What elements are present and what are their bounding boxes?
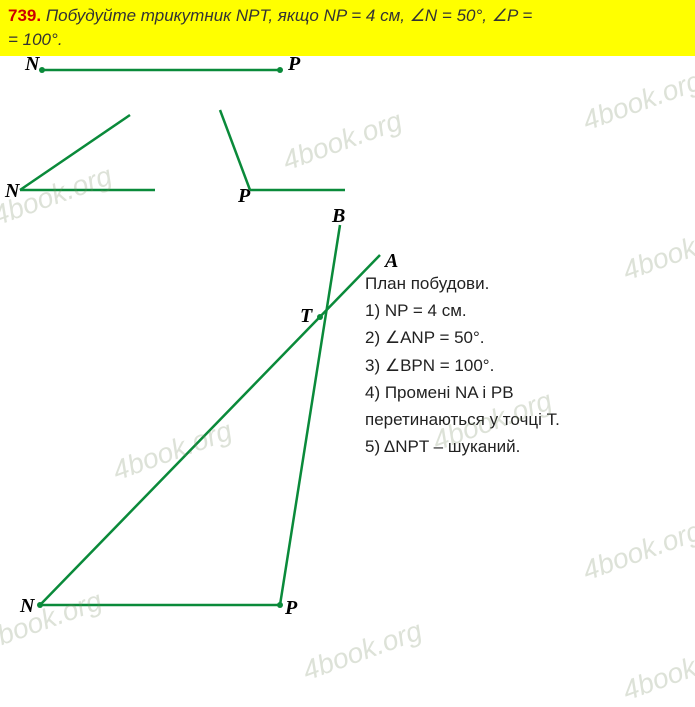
problem-header: 739. Побудуйте трикутник NPT, якщо NP = … [0, 0, 695, 56]
plan-step2: 2) ∠ANP = 50°. [365, 324, 560, 351]
plan-text: План побудови. 1) NP = 4 см. 2) ∠ANP = 5… [365, 270, 560, 460]
angle-p-ray1 [220, 110, 250, 190]
plan-step1: 1) NP = 4 см. [365, 297, 560, 324]
label-n3: N [20, 595, 34, 618]
plan-step3: 3) ∠BPN = 100°. [365, 352, 560, 379]
problem-number: 739. [8, 6, 41, 25]
watermark: 4book.org [618, 635, 695, 707]
point-n-main [37, 602, 43, 608]
plan-step4a: 4) Промені NA і PB [365, 379, 560, 406]
problem-text-2: = 100°. [8, 30, 63, 49]
label-b: B [332, 205, 345, 228]
line-na [40, 255, 380, 605]
diagram-area: N P N P B A T N P План побудови. 1) NP =… [0, 55, 695, 638]
point-n1 [39, 67, 45, 73]
problem-text-1: Побудуйте трикутник NPT, якщо NP = 4 см,… [41, 6, 532, 25]
angle-n-ray1 [20, 115, 130, 190]
label-p1: P [288, 53, 300, 76]
point-p-main [277, 602, 283, 608]
geometry-svg [0, 55, 695, 638]
plan-step5: 5) ΔNPT – шуканий. [365, 433, 560, 460]
label-p3: P [285, 597, 297, 620]
line-pb [280, 225, 340, 605]
label-p2: P [238, 185, 250, 208]
plan-title: План побудови. [365, 270, 560, 297]
label-n1: N [25, 53, 39, 76]
plan-step4b: перетинаються у точці T. [365, 406, 560, 433]
label-t: T [300, 305, 312, 328]
point-t [317, 314, 323, 320]
point-p1 [277, 67, 283, 73]
label-n2: N [5, 180, 19, 203]
